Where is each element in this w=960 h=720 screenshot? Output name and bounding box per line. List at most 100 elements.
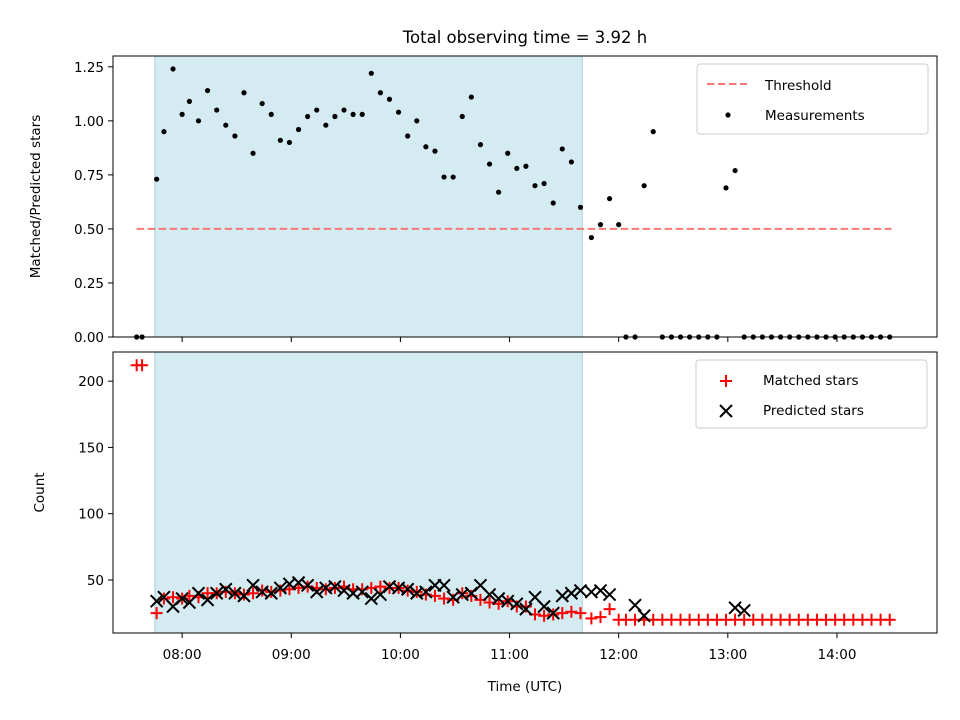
measurement-point (386, 96, 393, 102)
measurement-point (368, 70, 374, 76)
predicted-star-point (273, 581, 288, 595)
predicted-star-point (337, 583, 351, 598)
x-axis-label: Time (UTC) (487, 679, 563, 695)
measurement-point (250, 150, 256, 156)
measurement-point (170, 66, 176, 72)
measurement-point (459, 113, 465, 120)
measurement-point (414, 118, 420, 124)
predicted-star-point (728, 601, 742, 615)
predicted-star-point (510, 597, 524, 611)
x-tick-label: 14:00 (818, 647, 857, 663)
predicted-star-point (300, 578, 315, 592)
measurement-point (241, 90, 247, 96)
matched-star-point (556, 607, 569, 620)
measurement-point (377, 90, 383, 96)
measurement-point (277, 137, 283, 143)
matched-star-point (585, 612, 598, 625)
predicted-star-point (437, 578, 451, 592)
bottom-x-ticks: 08:00 09:00 10:00 11:00 12:00 13:00 14:00 (163, 633, 857, 663)
predicted-star-point (482, 587, 497, 602)
top-y-ticks: 0.00 0.25 0.50 0.75 1.00 1.25 (74, 60, 113, 346)
top-legend: Threshold Measurements (696, 63, 929, 135)
x-tick-label: 10:00 (381, 647, 420, 663)
x-tick-label: 13:00 (708, 647, 747, 663)
predicted-star-point (237, 589, 251, 603)
predicted-star-point (628, 598, 642, 612)
matched-star-point (150, 607, 163, 620)
matched-star-point (565, 605, 578, 618)
top-legend-box (696, 63, 929, 135)
measurement-point (195, 118, 202, 124)
matched-star-point (594, 611, 607, 624)
measurement-point (359, 111, 365, 117)
y-tick-label: 150 (78, 440, 104, 456)
predicted-star-point (573, 583, 588, 598)
predicted-star-point (328, 579, 342, 594)
bottom-y-axis-label: Count (32, 472, 48, 512)
measurement-point (350, 111, 356, 117)
legend-matched-swatch (720, 375, 732, 387)
measurement-point (232, 133, 238, 139)
x-tick-label: 09:00 (272, 647, 311, 663)
bottom-legend-box (695, 359, 928, 429)
predicted-star-point (246, 578, 260, 592)
predicted-stars-points (149, 575, 751, 623)
x-tick-label: 11:00 (490, 647, 529, 663)
measurement-point (179, 111, 185, 117)
measurement-point (154, 176, 160, 182)
predicted-star-point (200, 593, 215, 607)
y-tick-label: 0.50 (74, 222, 104, 238)
measurement-point (650, 129, 656, 135)
legend-predicted-swatch (719, 404, 733, 418)
measurement-point (204, 87, 211, 94)
predicted-star-point (419, 585, 433, 599)
bottom-plot-frame (112, 351, 938, 634)
measurement-point (477, 142, 484, 148)
top-x-ticks (181, 337, 838, 342)
predicted-star-point (501, 594, 515, 608)
predicted-star-point (637, 609, 651, 623)
measurement-point (161, 129, 167, 135)
matched-star-point (167, 591, 180, 604)
chart-title: Total observing time = 3.92 h (402, 28, 647, 47)
matched-star-point (538, 609, 551, 622)
top-panel: 0.00 0.25 0.50 0.75 1.00 1.25 Total observing… (28, 28, 938, 346)
matched-star-point (603, 603, 616, 616)
predicted-star-point (175, 591, 189, 606)
predicted-star-point (737, 603, 751, 618)
predicted-star-point (564, 586, 579, 600)
bottom-y-ticks: 50 100 150 200 (78, 374, 113, 589)
predicted-star-point (149, 594, 164, 608)
measurement-point (588, 234, 594, 241)
x-tick-label: 12:00 (599, 647, 638, 663)
measurement-point (514, 165, 520, 171)
legend-measurements-swatch (725, 112, 731, 118)
matched-star-point (374, 580, 387, 593)
matched-star-point (574, 607, 587, 620)
measurement-point (286, 139, 293, 146)
predicted-star-point (555, 589, 569, 603)
measurement-point (559, 146, 565, 152)
predicted-star-point (310, 585, 324, 599)
measurement-point (450, 174, 456, 180)
predicted-star-point (364, 591, 379, 606)
measurement-point (314, 107, 320, 113)
predicted-star-point (546, 606, 560, 620)
predicted-star-point (209, 586, 224, 600)
bottom-legend: Matched stars Predicted stars (695, 359, 928, 429)
measurement-point (323, 122, 329, 128)
measurement-point (423, 144, 429, 150)
predicted-star-point (355, 585, 369, 599)
top-y-axis-label: Matched/Predicted stars (28, 115, 44, 278)
y-tick-label: 0.00 (74, 330, 104, 346)
y-tick-label: 0.25 (74, 276, 104, 292)
measurement-point (723, 185, 729, 191)
measurement-point (295, 126, 302, 133)
measurement-point (259, 100, 265, 107)
measurement-point (432, 148, 438, 154)
measurement-point (616, 222, 622, 228)
measurement-point (268, 111, 274, 117)
measurement-point (341, 107, 347, 113)
measurement-point (395, 109, 402, 115)
predicted-star-point (491, 591, 506, 606)
